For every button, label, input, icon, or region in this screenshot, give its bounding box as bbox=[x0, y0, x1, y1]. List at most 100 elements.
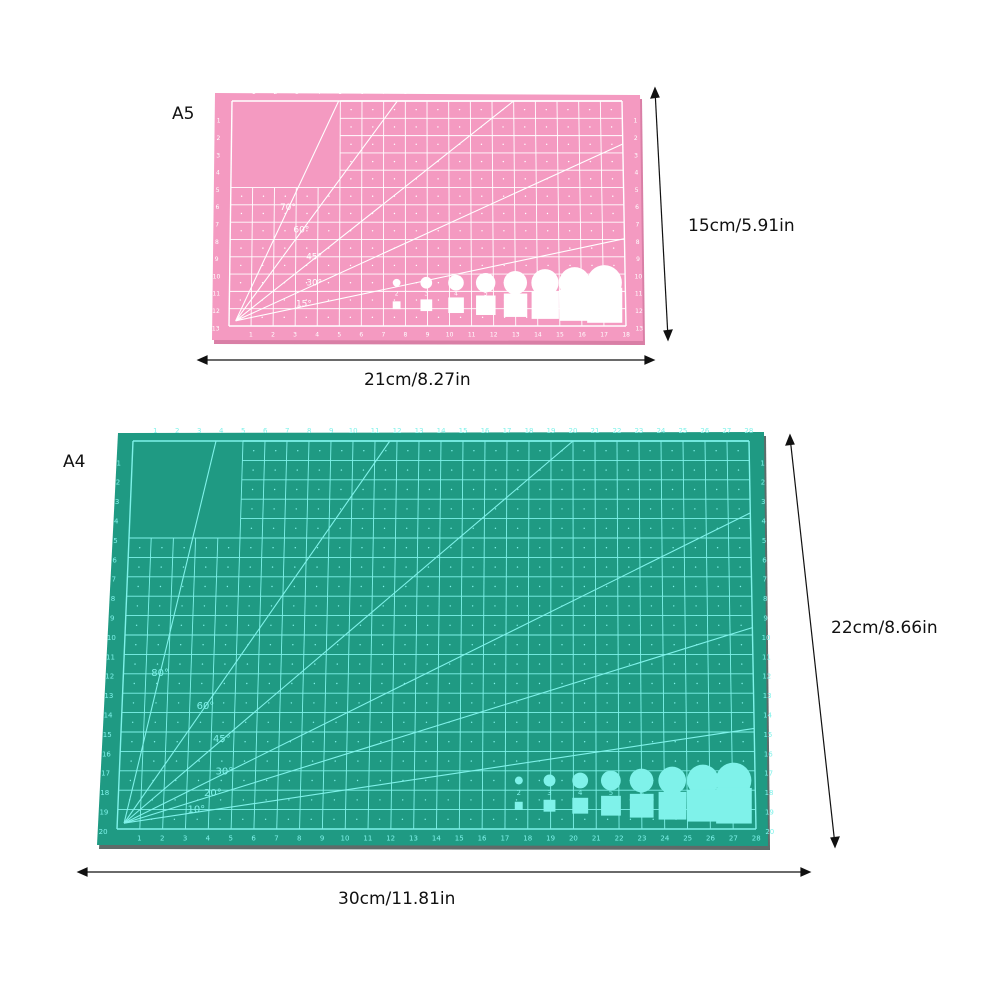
grid-dot bbox=[437, 299, 440, 301]
ruler-number: 5 bbox=[338, 89, 342, 96]
grid-dot bbox=[719, 721, 721, 723]
grid-dot bbox=[337, 605, 340, 607]
ruler-number: 8 bbox=[111, 595, 115, 603]
grid-dot bbox=[175, 760, 178, 762]
ruler-number: 9 bbox=[320, 835, 324, 843]
grid-dot bbox=[589, 178, 592, 180]
ruler-number: 5 bbox=[337, 331, 341, 338]
grid-dot bbox=[651, 721, 654, 723]
grid-dot bbox=[158, 624, 160, 626]
grid-dot bbox=[606, 741, 608, 743]
grid-dot bbox=[716, 488, 718, 491]
grid-dot bbox=[201, 682, 203, 685]
grid-dot bbox=[450, 508, 452, 510]
grid-dot bbox=[202, 644, 204, 646]
grid-dot bbox=[393, 178, 396, 180]
grid-dot bbox=[357, 721, 360, 723]
grid-dot bbox=[627, 450, 629, 452]
grid-dot bbox=[382, 585, 385, 588]
grid-dot bbox=[327, 282, 330, 284]
grid-line-vertical bbox=[162, 537, 174, 830]
grid-dot bbox=[472, 566, 474, 568]
ruler-number: 14 bbox=[104, 711, 113, 719]
grid-dot bbox=[739, 547, 741, 549]
grid-dot bbox=[428, 527, 430, 529]
grid-dot bbox=[383, 527, 386, 529]
grid-dot bbox=[494, 624, 496, 626]
grid-dot bbox=[590, 212, 592, 215]
grid-dot bbox=[516, 682, 518, 685]
ruler-number: 11 bbox=[363, 835, 372, 843]
ruler-number: 5 bbox=[229, 835, 233, 843]
grid-dot bbox=[547, 264, 549, 267]
grid-dot bbox=[379, 779, 381, 782]
grid-dot bbox=[311, 779, 313, 782]
hole-square bbox=[543, 799, 556, 812]
ruler-number: 8 bbox=[763, 595, 767, 603]
grid-dot bbox=[403, 702, 405, 704]
grid-dot bbox=[589, 160, 592, 163]
ruler-number: 7 bbox=[215, 221, 219, 228]
grid-dot bbox=[362, 508, 364, 510]
grid-dot bbox=[427, 547, 430, 549]
ruler-number: 4 bbox=[216, 170, 220, 177]
grid-dot bbox=[246, 682, 248, 685]
grid-dot bbox=[429, 450, 431, 452]
grid-dot bbox=[737, 469, 740, 471]
grid-dot bbox=[583, 488, 585, 491]
grid-dot bbox=[424, 799, 427, 801]
grid-dot bbox=[247, 624, 250, 626]
grid-dot bbox=[426, 624, 429, 626]
hole-square bbox=[448, 297, 464, 314]
grid-dot bbox=[694, 566, 697, 568]
grid-dot bbox=[539, 527, 541, 529]
grid-dot bbox=[583, 605, 586, 607]
ruler-number: 6 bbox=[251, 835, 256, 843]
grid-dot bbox=[494, 585, 496, 588]
grid-dot bbox=[740, 624, 742, 626]
ruler-number: 14 bbox=[531, 89, 539, 96]
hole-square bbox=[503, 293, 528, 317]
grid-dot bbox=[239, 282, 242, 284]
grid-dot bbox=[268, 702, 270, 704]
grid-dot bbox=[315, 624, 317, 626]
grid-dot bbox=[319, 450, 321, 452]
grid-dot bbox=[523, 108, 526, 111]
shape-size-label: 4 bbox=[454, 291, 458, 298]
grid-dot bbox=[197, 779, 200, 782]
ruler-number: 7 bbox=[763, 576, 767, 584]
a4-height-arrow bbox=[789, 436, 836, 846]
grid-dot bbox=[406, 469, 409, 471]
angle-line bbox=[235, 100, 515, 322]
grid-dot bbox=[371, 316, 374, 319]
grid-dot bbox=[437, 126, 439, 128]
grid-dot bbox=[561, 508, 563, 510]
grid-dot bbox=[425, 702, 428, 704]
grid-dot bbox=[160, 566, 162, 568]
grid-dot bbox=[250, 547, 252, 549]
grid-dot bbox=[371, 299, 374, 301]
grid-dot bbox=[547, 247, 549, 249]
grid-dot bbox=[415, 126, 417, 128]
grid-dot bbox=[357, 760, 359, 762]
grid-dot bbox=[226, 585, 229, 588]
ruler-number: 9 bbox=[215, 256, 219, 263]
grid-dot bbox=[605, 488, 607, 491]
grid-dot bbox=[503, 247, 505, 249]
grid-dot bbox=[246, 663, 249, 665]
angle-label: 10° bbox=[187, 804, 205, 815]
ruler-number: 1 bbox=[217, 118, 221, 125]
grid-dot bbox=[379, 799, 381, 801]
grid-dot bbox=[503, 264, 505, 267]
grid-dot bbox=[583, 566, 585, 568]
grid-dot bbox=[606, 663, 608, 665]
grid-dot bbox=[561, 682, 563, 685]
grid-dot bbox=[503, 230, 505, 232]
shape-size-label: 5 bbox=[484, 291, 488, 298]
ruler-number: 13 bbox=[212, 325, 220, 332]
ruler-number: 17 bbox=[764, 770, 773, 778]
ruler-number: 18 bbox=[765, 789, 774, 797]
grid-dot bbox=[590, 230, 593, 232]
grid-dot bbox=[605, 469, 607, 471]
grid-dot bbox=[696, 702, 699, 704]
